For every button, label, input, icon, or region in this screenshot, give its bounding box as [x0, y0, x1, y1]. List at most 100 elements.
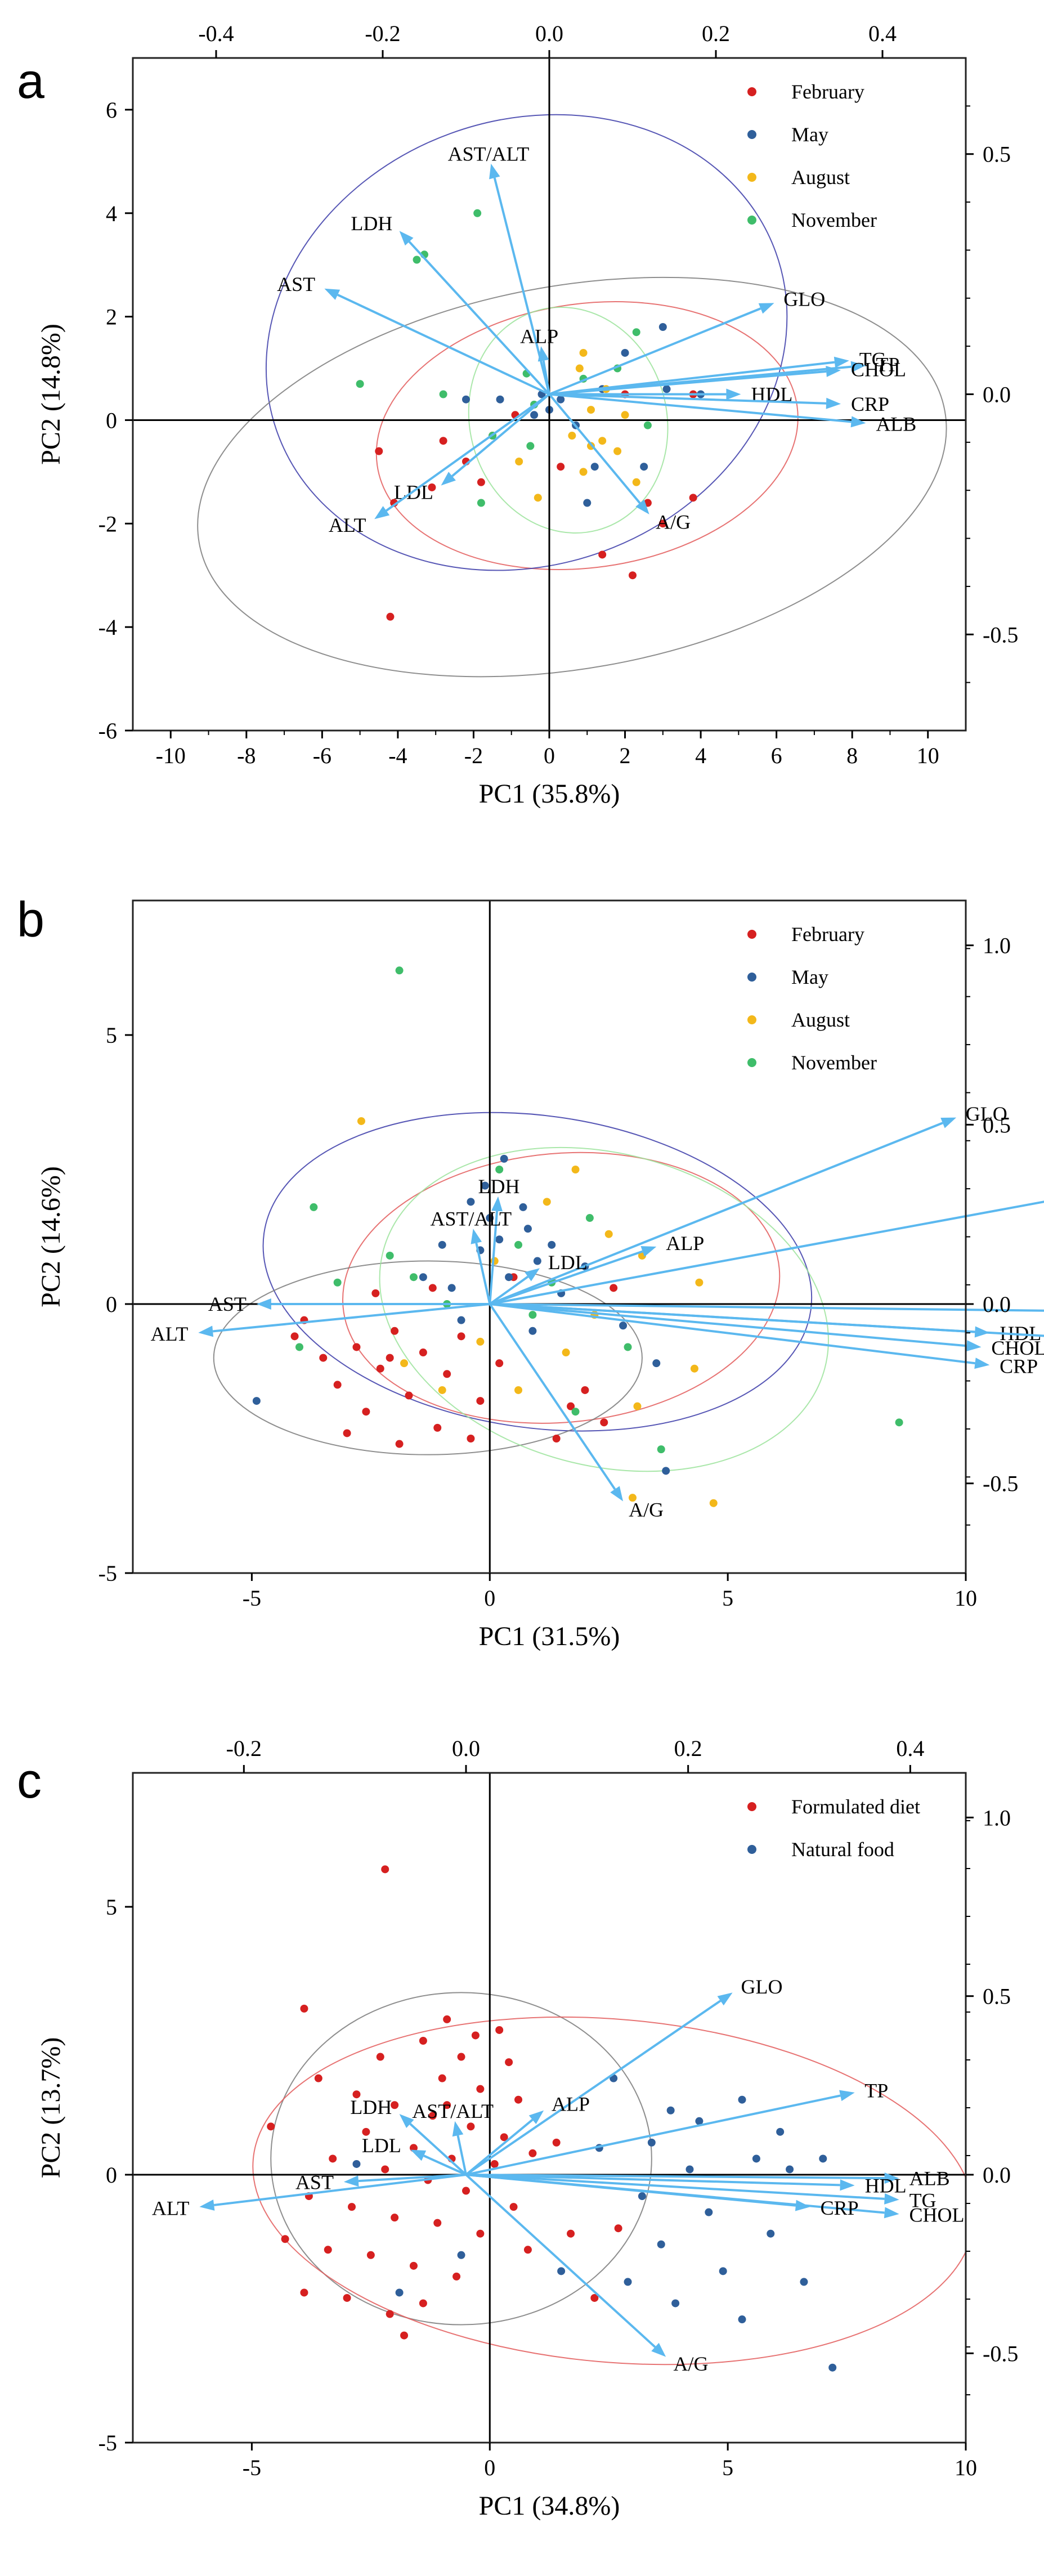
legend: Formulated diet Natural food — [747, 1795, 920, 1861]
loading-label: GLO — [783, 288, 825, 311]
point-february — [319, 1354, 328, 1362]
x-tick-label: 2 — [620, 743, 631, 768]
arrow-head — [758, 303, 774, 314]
loading-label: LDL — [362, 2134, 401, 2157]
point-may — [662, 385, 671, 393]
y-tick-label: 2 — [106, 304, 117, 330]
loading-label: TG — [909, 2189, 937, 2211]
point-formulated-diet — [267, 2122, 275, 2131]
top-tick-label: -0.2 — [226, 1736, 262, 1761]
arrow-shaft — [549, 307, 761, 396]
point-natural-food — [685, 2165, 694, 2174]
legend-marker-november — [747, 216, 756, 225]
point-november — [585, 1214, 594, 1222]
point-formulated-diet — [324, 2246, 332, 2254]
loading-label: A/G — [629, 1498, 664, 1521]
point-february — [405, 1391, 413, 1400]
x-tick-label: 10 — [955, 2455, 977, 2480]
loading-arrow-chol: CHOL — [490, 1303, 1044, 1359]
point-may — [457, 1316, 465, 1324]
loading-label: AST/ALT — [430, 1208, 512, 1230]
point-august — [571, 1166, 580, 1173]
x-tick-label: 0 — [484, 1585, 495, 1611]
point-february — [557, 463, 565, 471]
loading-label: LDL — [548, 1251, 588, 1274]
point-formulated-diet — [314, 2074, 322, 2082]
panel-letter: a — [17, 53, 44, 109]
point-may — [447, 1284, 456, 1292]
point-formulated-diet — [500, 2133, 508, 2142]
point-february — [371, 1289, 380, 1297]
legend-marker-february — [747, 930, 756, 939]
arrow-shaft — [465, 2174, 885, 2180]
legend-label-formulated-diet: Formulated diet — [791, 1795, 920, 1818]
point-november — [643, 421, 652, 429]
point-may — [640, 463, 648, 471]
loading-arrow-crp: CRP — [490, 1303, 1038, 1378]
point-february — [467, 1435, 475, 1442]
point-november — [409, 1273, 418, 1282]
point-february — [495, 1359, 504, 1368]
loading-arrow-alt: ALT — [151, 1303, 490, 1345]
point-may — [557, 395, 565, 404]
point-may — [658, 323, 667, 331]
x-tick-label: -2 — [464, 743, 483, 768]
point-formulated-diet — [505, 2058, 513, 2067]
point-natural-food — [557, 2267, 566, 2275]
loading-label: ALB — [909, 2167, 950, 2189]
point-formulated-diet — [366, 2251, 375, 2259]
arrow-shaft — [490, 1303, 967, 1347]
loading-arrow-ast: AST — [295, 2171, 467, 2194]
loading-arrow-alb: ALB — [465, 2167, 950, 2189]
loading-arrow-ldh: LDH — [350, 2096, 467, 2176]
loading-arrow-ast: AST — [208, 1293, 490, 1315]
arrow-shaft — [489, 1250, 643, 1305]
point-natural-food — [352, 2160, 361, 2168]
plot-area — [213, 966, 903, 1507]
point-august — [598, 437, 607, 445]
point-november — [413, 256, 421, 264]
point-formulated-diet — [528, 2149, 537, 2157]
arrow-head — [974, 1358, 990, 1369]
point-february — [362, 1408, 370, 1416]
plot-frame — [132, 899, 967, 1574]
point-may — [621, 348, 629, 357]
point-may — [528, 1327, 537, 1335]
point-february — [386, 612, 395, 621]
x-tick-label: -8 — [237, 743, 256, 768]
y-tick-label: -6 — [98, 718, 117, 743]
loading-arrow-alb: ALB — [490, 1303, 1044, 1312]
point-august — [587, 406, 595, 414]
loading-arrow-glo: GLO — [549, 288, 825, 396]
loading-arrow-alt: ALT — [329, 393, 550, 536]
x-axis-title: PC1 (31.5%) — [479, 1621, 620, 1651]
point-formulated-diet — [348, 2203, 356, 2211]
legend-marker-august — [747, 1015, 756, 1024]
point-formulated-diet — [443, 2101, 451, 2109]
point-may — [419, 1273, 427, 1282]
legend-marker-november — [747, 1058, 756, 1067]
arrow-head — [717, 1992, 733, 2006]
point-november — [295, 1343, 303, 1351]
point-august — [604, 1230, 613, 1238]
panel-letter: b — [17, 891, 44, 947]
point-november — [310, 1203, 318, 1211]
point-august — [438, 1386, 446, 1394]
x-tick-label: -6 — [313, 743, 331, 768]
y-tick-label: -5 — [98, 2430, 117, 2456]
loading-label: CHOL — [909, 2203, 965, 2226]
confidence-ellipse-may — [262, 1112, 813, 1432]
point-formulated-diet — [386, 2310, 394, 2318]
point-november — [473, 209, 482, 217]
confidence-ellipse-natural-food — [252, 2016, 966, 2366]
arrow-shaft — [451, 393, 550, 477]
point-august — [575, 364, 584, 373]
point-february — [428, 1284, 437, 1292]
point-august — [632, 478, 640, 486]
legend-label-may: May — [791, 966, 828, 988]
y-tick-label: 0 — [106, 1292, 117, 1317]
point-formulated-diet — [467, 2122, 475, 2131]
arrow-head — [726, 388, 741, 400]
legend-label-november: November — [791, 209, 877, 231]
point-formulated-diet — [567, 2229, 575, 2238]
